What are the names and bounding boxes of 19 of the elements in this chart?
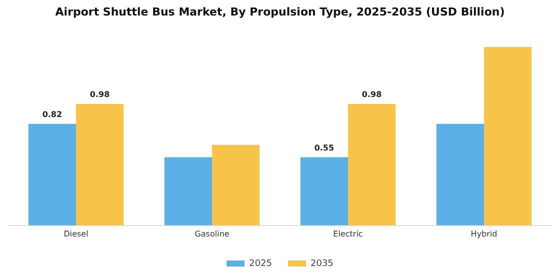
data-label: 0.82 <box>42 110 62 119</box>
bar <box>348 104 396 226</box>
chart-title: Airport Shuttle Bus Market, By Propulsion Type, 2025-2035 (USD Billion) <box>55 5 505 18</box>
x-tick-label: Hybrid <box>470 229 498 238</box>
bar <box>28 124 76 226</box>
data-label: 0.55 <box>314 143 334 152</box>
legend-label: 2025 <box>249 258 272 269</box>
bar <box>300 157 348 226</box>
bar <box>212 144 260 226</box>
x-tick-label: Electric <box>333 229 363 238</box>
data-label: 0.98 <box>90 90 110 100</box>
bar <box>164 157 212 226</box>
data-label: 0.98 <box>362 90 382 100</box>
bar <box>484 47 532 226</box>
bar <box>436 124 484 226</box>
bar <box>76 104 124 226</box>
x-tick-label: Diesel <box>64 229 88 238</box>
legend-label: 2035 <box>310 258 334 269</box>
x-tick-label: Gasoline <box>194 229 230 238</box>
